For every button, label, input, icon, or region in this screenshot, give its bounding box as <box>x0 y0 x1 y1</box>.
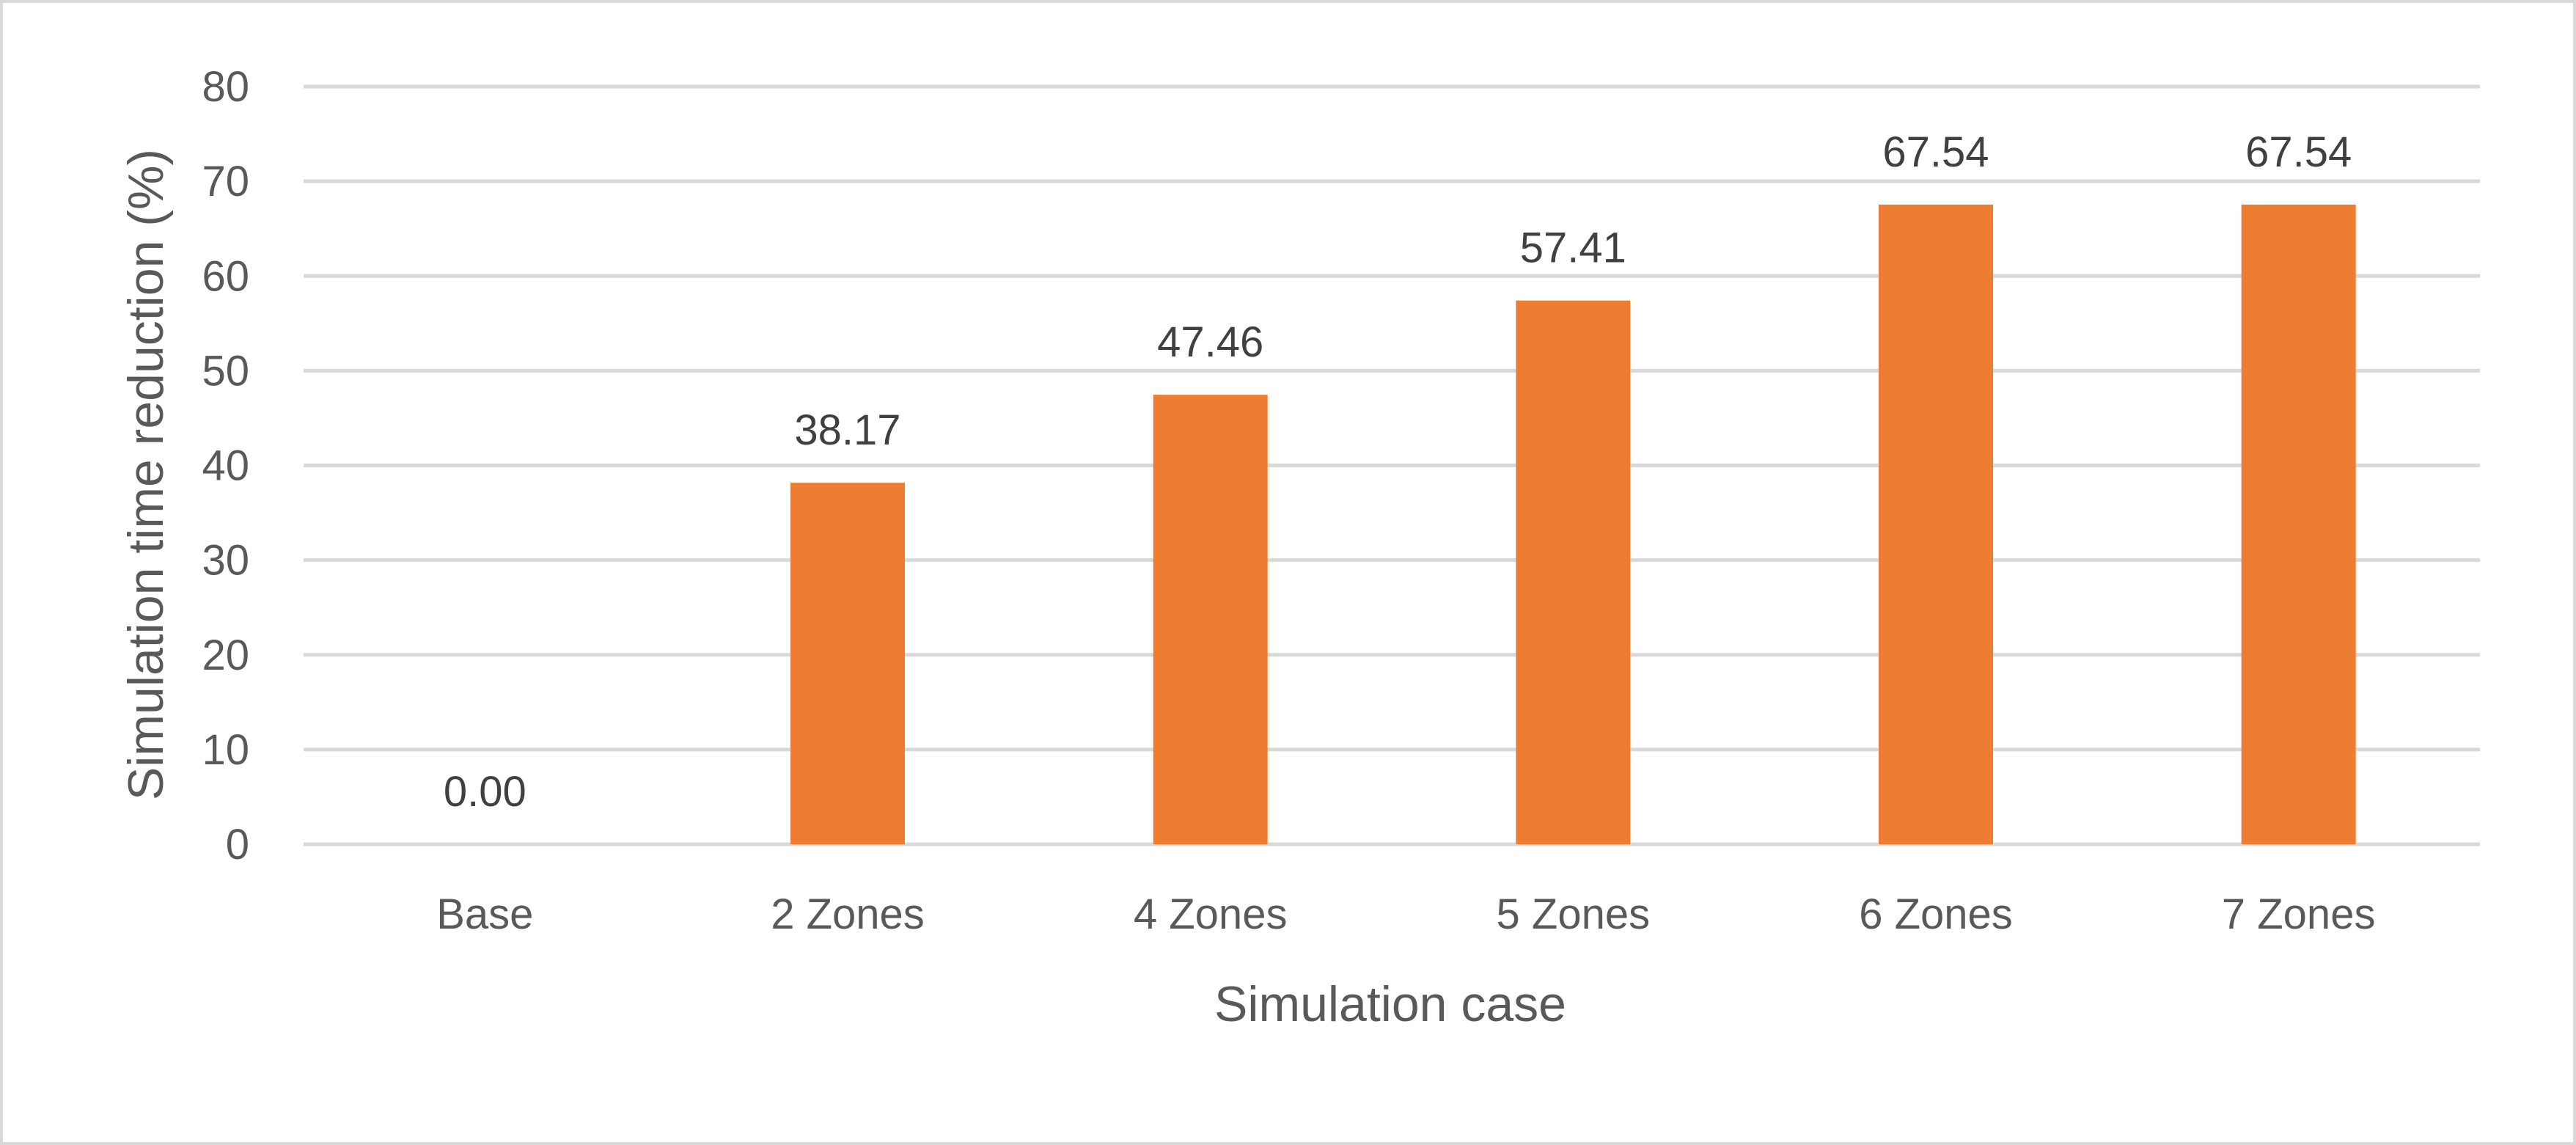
y-tick-label: 80 <box>202 63 249 111</box>
y-tick-label: 30 <box>202 537 249 585</box>
x-tick-label: 7 Zones <box>2222 890 2376 938</box>
gridlines <box>304 84 2480 846</box>
data-label: 57.41 <box>1520 224 1626 272</box>
y-tick-label: 60 <box>202 252 249 300</box>
x-tick-label: Base <box>436 890 533 938</box>
data-label: 0.00 <box>444 768 526 816</box>
bar-2-zones <box>790 483 905 844</box>
bar-5-zones <box>1516 300 1631 845</box>
x-axis-ticks: Base 2 Zones 4 Zones 5 Zones 6 Zones 7 Zones <box>436 890 2375 938</box>
y-tick-label: 40 <box>202 442 249 490</box>
y-tick-label: 70 <box>202 158 249 205</box>
data-label: 67.54 <box>1882 128 1989 176</box>
y-tick-label: 0 <box>226 821 249 868</box>
data-label: 38.17 <box>794 406 900 454</box>
x-axis-title: Simulation case <box>1214 976 1566 1032</box>
data-label: 47.46 <box>1157 318 1263 366</box>
x-tick-label: 5 Zones <box>1497 890 1651 938</box>
x-tick-label: 4 Zones <box>1134 890 1288 938</box>
y-tick-label: 20 <box>202 632 249 679</box>
x-tick-label: 2 Zones <box>771 890 925 938</box>
data-labels: 0.00 38.17 47.46 57.41 67.54 67.54 <box>444 128 2352 816</box>
data-label: 67.54 <box>2245 128 2352 176</box>
x-tick-label: 6 Zones <box>1859 890 2013 938</box>
bar-6-zones <box>1879 204 1993 844</box>
bar-7-zones <box>2241 204 2356 844</box>
bar-4-zones <box>1153 395 1268 844</box>
y-axis-title: Simulation time reduction (%) <box>118 149 174 800</box>
y-tick-label: 10 <box>202 726 249 774</box>
y-axis-ticks: 0 10 20 30 40 50 60 70 80 <box>202 63 249 868</box>
y-tick-label: 50 <box>202 347 249 395</box>
bars <box>790 204 2356 845</box>
